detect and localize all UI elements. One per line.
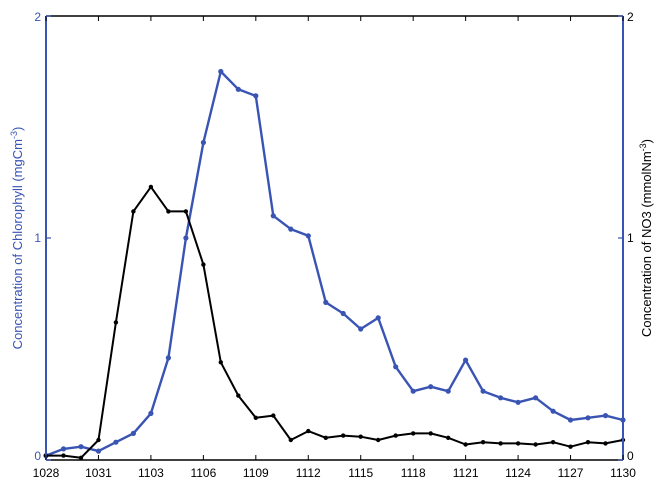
no3-point [411, 431, 416, 436]
no3-point [358, 434, 363, 439]
no3-point [585, 440, 591, 445]
no3-point [323, 435, 328, 440]
no3-point [96, 437, 101, 443]
chlorophyll-point [602, 413, 609, 419]
chlorophyll-point [305, 233, 311, 239]
no3-point [271, 413, 276, 418]
no3-point [253, 415, 258, 420]
y-tick-label: 1 [34, 231, 41, 245]
chlorophyll-point [515, 399, 521, 405]
no3-point [218, 360, 223, 365]
chlorophyll-point [585, 415, 591, 421]
x-tick-label: 1124 [505, 466, 531, 480]
series-line-chlorophyll [45, 70, 624, 457]
no3-point [550, 440, 556, 445]
chlorophyll-point [410, 388, 416, 394]
no3-point [236, 393, 241, 398]
series-layer [43, 68, 626, 460]
x-tick-label: 1028 [33, 466, 60, 480]
no3-point [446, 435, 451, 440]
no3-point [376, 437, 381, 443]
chlorophyll-point [358, 326, 364, 332]
x-tick-label: 1109 [243, 466, 269, 480]
chlorophyll-point [60, 446, 67, 452]
chlorophyll-point [130, 430, 136, 436]
y-axis-title: Concentration of Chlorophyll (mgCm-3) [9, 127, 25, 350]
chlorophyll-point [480, 388, 486, 394]
no3-point [288, 437, 293, 443]
no3-point [306, 428, 311, 434]
chlorophyll-point [270, 213, 276, 219]
chlorophyll-point [253, 93, 259, 99]
no3-point [498, 441, 503, 446]
y2-tick-label: 2 [627, 10, 634, 24]
y2-tick-label: 1 [627, 231, 634, 245]
no3-point [463, 442, 468, 447]
no3-point [201, 262, 206, 267]
chlorophyll-point [323, 299, 329, 305]
x-tick-label: 1031 [85, 466, 112, 480]
chlorophyll-point [288, 226, 294, 232]
no3-point [515, 441, 521, 446]
y2-tick-label: 0 [627, 449, 634, 463]
chlorophyll-point [235, 86, 241, 92]
no3-point [131, 209, 136, 214]
no3-point [78, 455, 84, 460]
no3-point [148, 184, 154, 190]
no3-point [183, 209, 189, 214]
plot-background [46, 16, 623, 460]
no3-point [341, 433, 346, 438]
x-tick-label: 1115 [348, 466, 373, 480]
y-tick-label: 2 [34, 10, 41, 24]
no3-point [603, 441, 608, 446]
chlorophyll-point [533, 395, 539, 401]
no3-point [393, 433, 398, 438]
chlorophyll-point [78, 444, 84, 450]
x-tick-label: 1103 [138, 466, 164, 480]
no3-point [61, 453, 66, 458]
x-tick-label: 1121 [453, 466, 479, 480]
x-tick-label: 1112 [296, 466, 321, 480]
chlorophyll-point [200, 139, 206, 146]
chlorophyll-point [340, 310, 346, 317]
chlorophyll-point [445, 388, 451, 394]
chlorophyll-point [113, 439, 119, 445]
chlorophyll-point [375, 315, 381, 321]
no3-point [533, 442, 538, 447]
x-tick-label: 1118 [401, 466, 426, 480]
x-tick-label: 1127 [558, 466, 584, 480]
no3-point [568, 444, 573, 449]
no3-point [113, 320, 119, 325]
no3-point [166, 209, 171, 214]
x-tick-label: 1130 [610, 466, 636, 480]
no3-point [480, 440, 486, 445]
chlorophyll-point [165, 355, 171, 361]
chlorophyll-point [95, 448, 102, 454]
chlorophyll-point [567, 417, 574, 423]
chlorophyll-point [218, 68, 224, 75]
chlorophyll-point [183, 235, 189, 241]
series-line-no3 [46, 185, 624, 459]
chlorophyll-point [463, 357, 469, 363]
chlorophyll-point [428, 384, 434, 390]
chlorophyll-point [393, 364, 399, 370]
no3-point [428, 431, 433, 436]
y2-axis-title: Concentration of NO3 (mmolNm-3) [638, 139, 654, 337]
x-tick-label: 1106 [190, 466, 216, 480]
y-tick-label: 0 [34, 449, 41, 463]
chlorophyll-point [148, 410, 154, 416]
chlorophyll-point [550, 408, 556, 414]
chlorophyll-point [498, 395, 504, 401]
ticks-layer: 1028 1031 1103 1106 1109 1112 1115 1118 1121 1124… [33, 10, 637, 480]
